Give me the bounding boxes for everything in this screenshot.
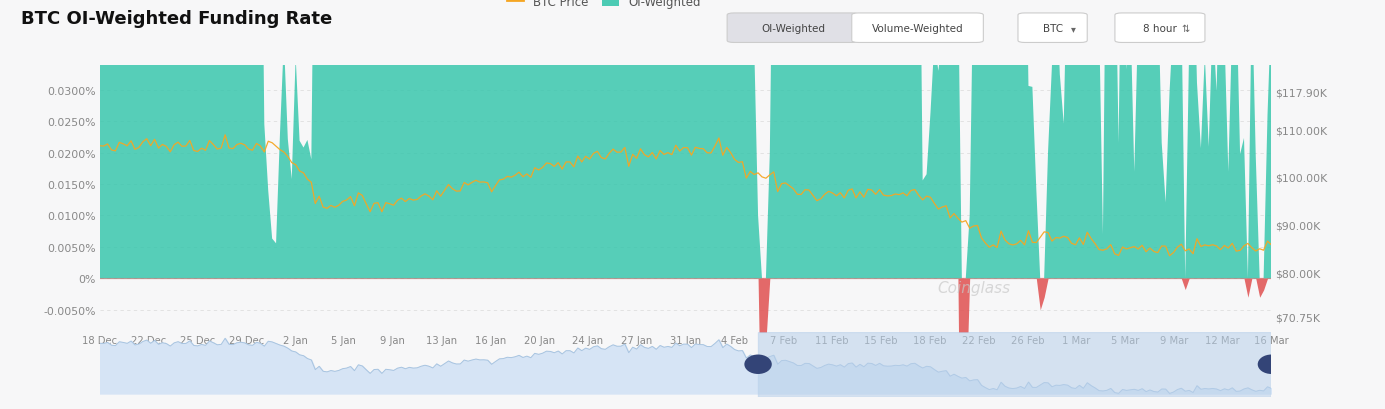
Bar: [758, 332, 1271, 397]
Text: OI-Weighted: OI-Weighted: [760, 24, 825, 34]
Text: Volume-Weighted: Volume-Weighted: [871, 24, 964, 34]
Text: ⇅: ⇅: [1181, 24, 1190, 34]
Text: Coinglass: Coinglass: [938, 280, 1011, 295]
Ellipse shape: [744, 355, 771, 374]
Legend: BTC Price, OI-Weighted: BTC Price, OI-Weighted: [501, 0, 705, 14]
Text: 8 hour: 8 hour: [1143, 24, 1177, 34]
Text: ▾: ▾: [1071, 24, 1076, 34]
Text: BTC: BTC: [1043, 24, 1062, 34]
Ellipse shape: [1258, 355, 1285, 374]
Text: BTC OI-Weighted Funding Rate: BTC OI-Weighted Funding Rate: [21, 10, 332, 28]
